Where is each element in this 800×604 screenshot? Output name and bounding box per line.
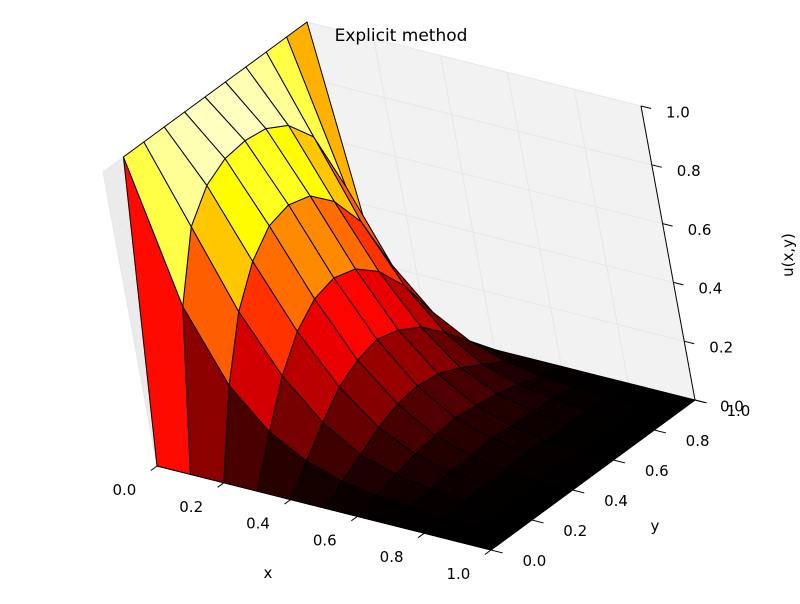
z-tick-mark (651, 164, 662, 168)
y-tick-mark (613, 459, 626, 464)
z-tick-mark (673, 281, 684, 286)
x-tick-mark (484, 549, 492, 555)
z-tick-mark (662, 223, 673, 227)
x-tick-label: 0.8 (380, 548, 404, 566)
y-tick-label: 0.4 (604, 492, 628, 510)
z-tick-label: 0.2 (709, 339, 733, 357)
x-tick-label: 0.6 (313, 531, 337, 549)
x-tick-mark (284, 499, 291, 505)
z-tick-label: 0.6 (688, 221, 712, 239)
y-axis-label: y (651, 517, 660, 535)
y-tick-label: 1.0 (726, 402, 750, 420)
z-tick-mark (684, 340, 695, 345)
z-tick-label: 1.0 (666, 103, 690, 121)
grid-line (373, 38, 429, 333)
grid-line (350, 256, 685, 342)
z-axis-line (640, 105, 696, 401)
y-tick-mark (572, 489, 585, 494)
z-tick-label: 0.0 (720, 397, 744, 415)
grid-line (506, 72, 562, 367)
y-tick-label: 0.6 (645, 462, 669, 480)
grid-line (102, 171, 158, 467)
grid-line (339, 197, 674, 283)
z-tick-mark (694, 399, 706, 404)
x-tick-label: 0.2 (179, 498, 203, 516)
chart-title: Explicit method (335, 26, 468, 46)
grid-line (317, 80, 652, 166)
z-tick-mark (640, 105, 652, 110)
grid-line (328, 139, 663, 225)
z-axis-label: u(x,y) (779, 233, 797, 277)
y-tick-label: 0.8 (686, 432, 710, 450)
x-tick-label: 0.4 (246, 515, 270, 533)
y-tick-label: 0.2 (563, 522, 587, 540)
y-tick-mark (490, 549, 503, 554)
z-tick-label: 0.4 (698, 280, 722, 298)
grid-line (440, 55, 496, 350)
tick-labels: 0.00.20.40.60.81.00.00.20.40.60.81.00.00… (112, 103, 750, 583)
y-tick-mark (654, 429, 667, 434)
grid-line (573, 89, 629, 384)
surface-mesh (122, 21, 696, 551)
y-tick-mark (531, 519, 544, 524)
x-tick-mark (350, 515, 358, 522)
z-tick-label: 0.8 (677, 162, 701, 180)
x-tick-mark (417, 532, 425, 539)
surface-patch (122, 156, 191, 475)
x-tick-mark (150, 465, 158, 471)
x-axis-label: x (264, 564, 273, 582)
grid-line (306, 21, 642, 107)
y-tick-label: 0.0 (522, 552, 546, 570)
x-tick-mark (217, 482, 225, 488)
x-tick-label: 1.0 (446, 565, 470, 583)
x-tick-label: 0.0 (112, 481, 136, 499)
